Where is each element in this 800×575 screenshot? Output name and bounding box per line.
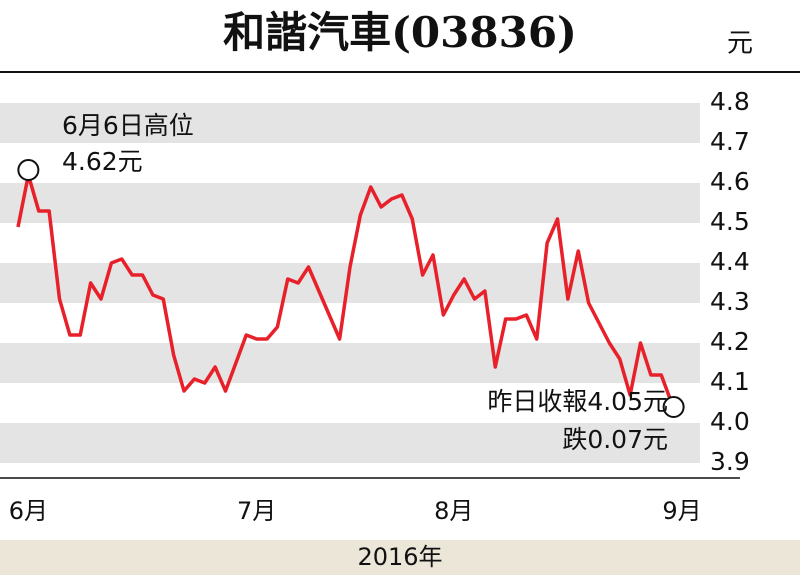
- grid-band: [0, 423, 700, 463]
- y-tick-label: 4.5: [710, 207, 750, 236]
- annotation: 跌0.07元: [562, 425, 668, 454]
- y-tick-label: 4.3: [710, 287, 750, 316]
- x-axis-label: 2016年: [357, 543, 442, 571]
- y-tick-label: 4.8: [710, 87, 750, 116]
- x-tick-label: 6月: [9, 497, 48, 525]
- marker-circle: [662, 396, 685, 418]
- grid-band: [0, 183, 700, 223]
- y-tick-label: 4.2: [710, 327, 750, 356]
- annotation: 6月6日高位: [62, 111, 194, 140]
- y-tick-label: 4.0: [710, 407, 750, 436]
- x-tick-label: 9月: [662, 497, 701, 525]
- annotation: 4.62元: [62, 147, 143, 176]
- y-tick-label: 4.6: [710, 167, 750, 196]
- y-tick-label: 4.1: [710, 367, 750, 396]
- annotation: 昨日收報4.05元: [487, 387, 668, 416]
- y-tick-label: 3.9: [710, 447, 750, 476]
- y-unit: 元: [727, 29, 753, 59]
- grid-band: [0, 103, 700, 143]
- y-tick-label: 4.4: [710, 247, 750, 276]
- marker-circle: [17, 159, 40, 181]
- grid-band: [0, 343, 700, 383]
- series-line: [16, 173, 674, 404]
- x-tick-label: 8月: [434, 497, 473, 525]
- footer-band: [0, 540, 800, 575]
- y-tick-label: 4.7: [710, 127, 750, 156]
- chart-title: 和諧汽車(03836): [223, 8, 577, 57]
- x-tick-label: 7月: [237, 497, 276, 525]
